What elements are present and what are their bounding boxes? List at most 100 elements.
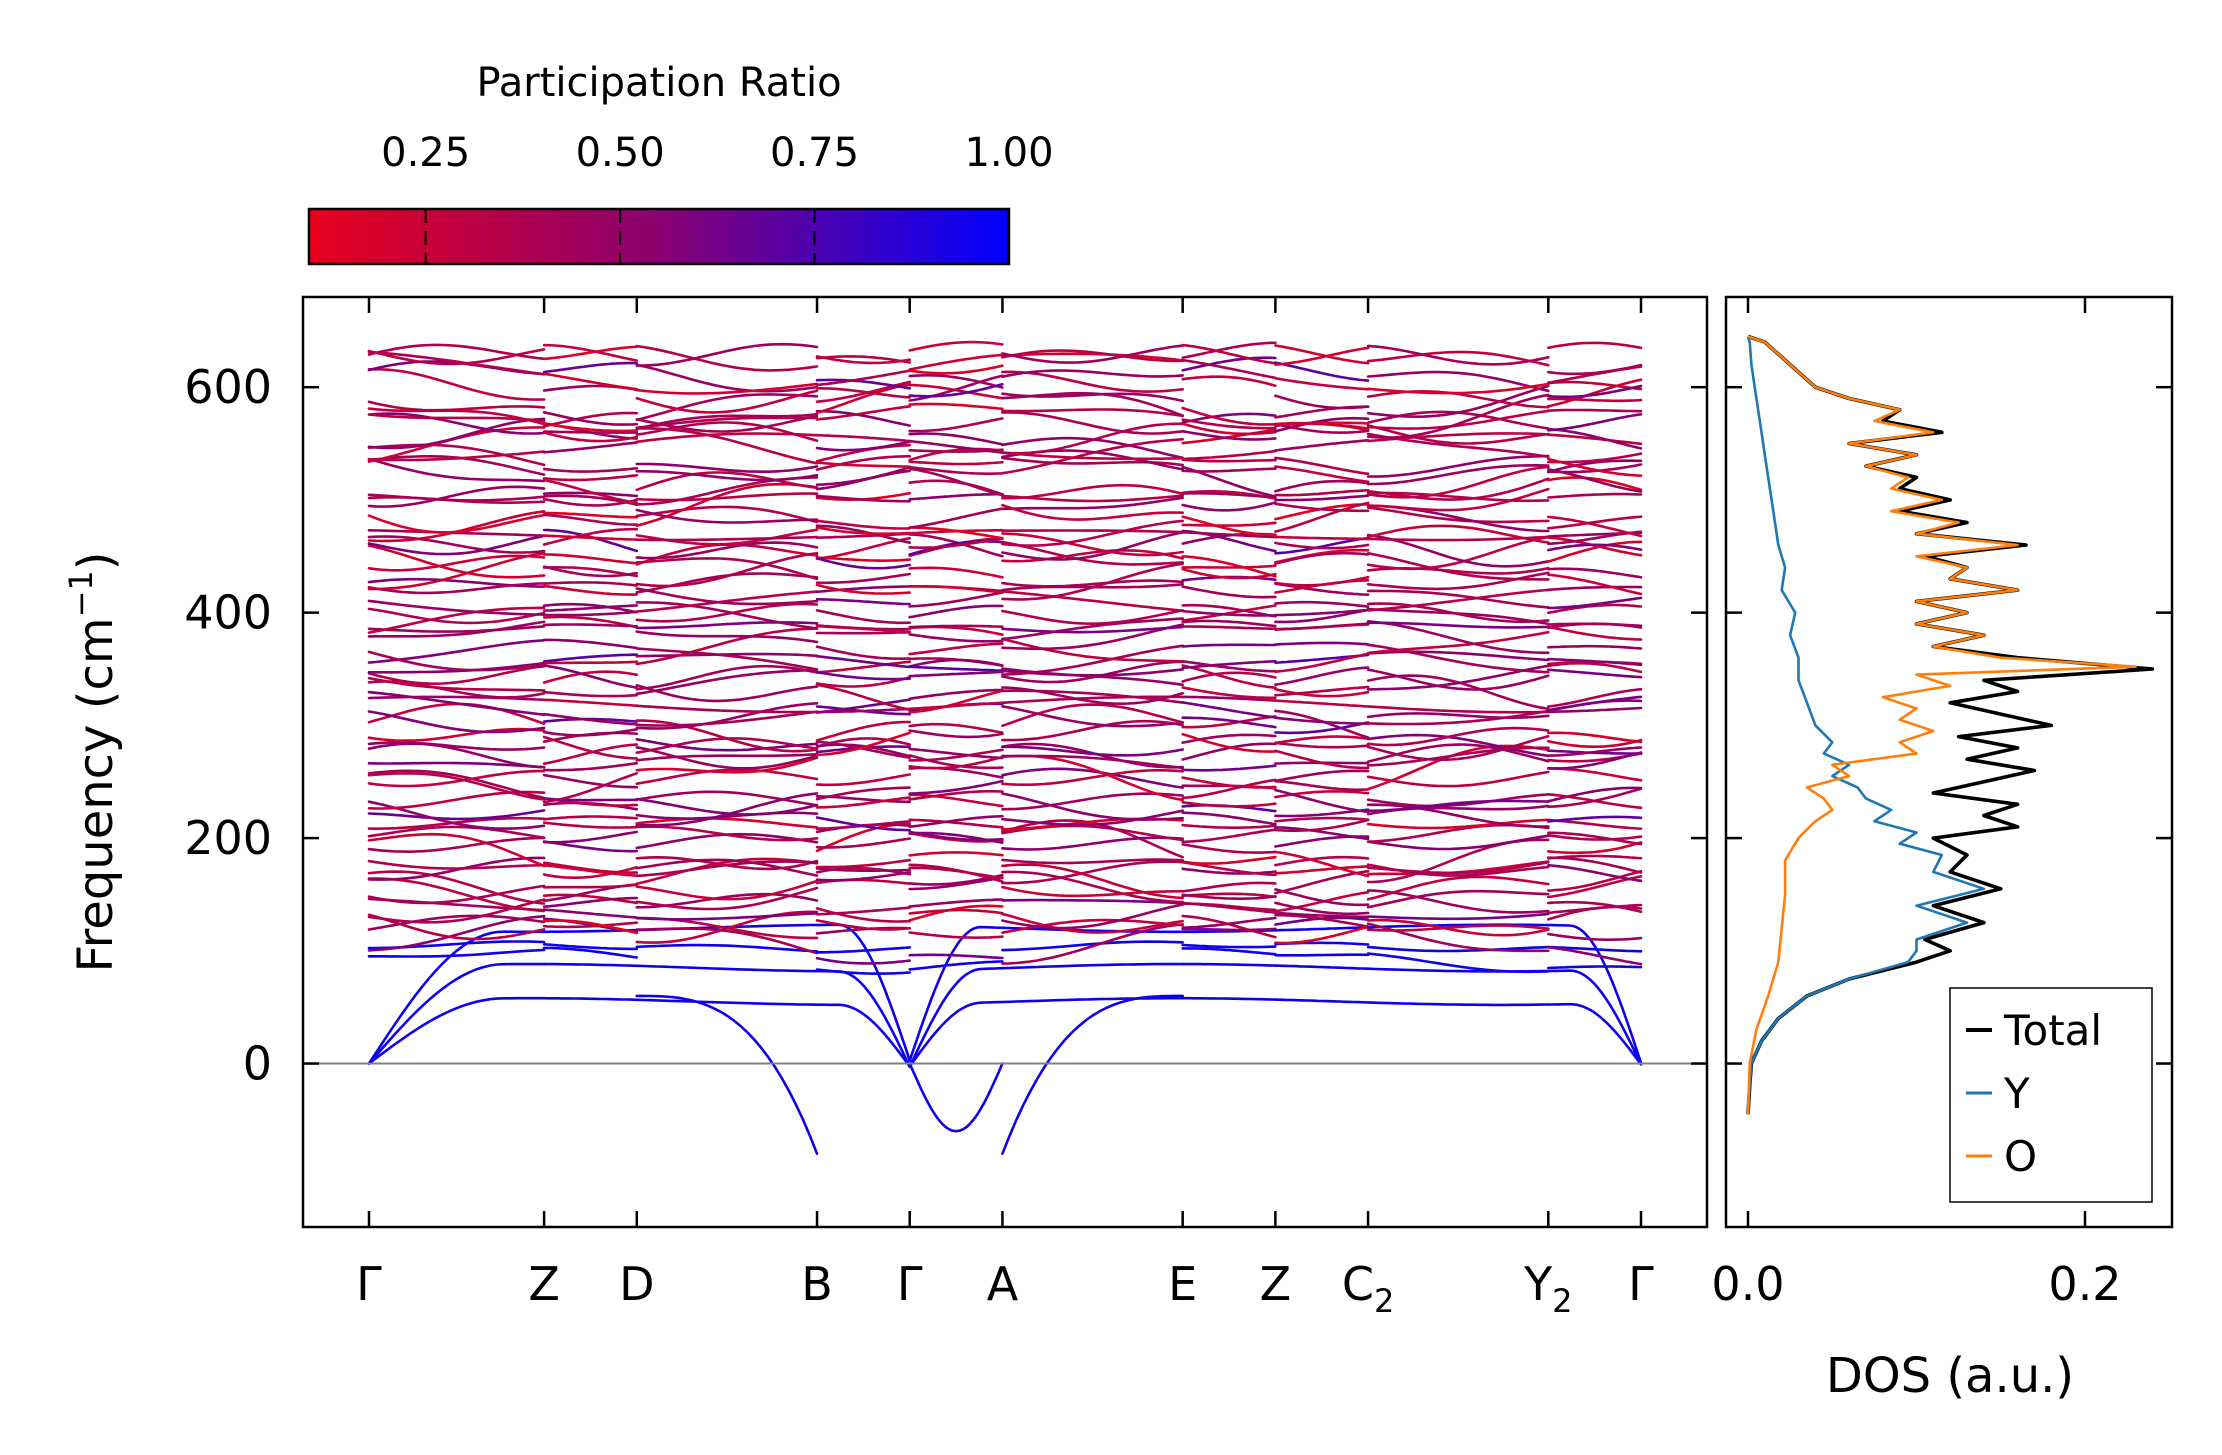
phonon-band [542, 660, 639, 665]
phonon-band [1181, 701, 1277, 719]
phonon-band [542, 411, 639, 428]
phonon-band [1366, 487, 1550, 512]
phonon-band [367, 350, 546, 376]
phonon-band [908, 779, 1004, 795]
k-point-letter: Z [1260, 1257, 1292, 1311]
phonon-band [1181, 716, 1277, 729]
phonon-band [1001, 996, 1184, 1004]
phonon-band [367, 832, 546, 868]
phonon-band [1274, 816, 1370, 823]
phonon-band [1547, 965, 1643, 970]
phonon-band [542, 494, 639, 506]
phonon-band [908, 689, 1004, 714]
phonon-band [635, 912, 819, 921]
phonon-band [367, 665, 546, 686]
phonon-band [908, 439, 1004, 454]
phonon-band [1001, 819, 1184, 859]
phonon-band [908, 766, 1004, 779]
phonon-band [1274, 826, 1370, 841]
phonon-band [1181, 406, 1277, 426]
legend-label: O [2004, 1132, 2037, 1181]
phonon-band [1001, 926, 1184, 934]
phonon-band [367, 741, 546, 751]
phonon-band [1181, 492, 1277, 499]
phonon-band [542, 602, 639, 614]
phonon-band [1366, 535, 1550, 542]
phonon-band [1547, 644, 1643, 650]
phonon-band [635, 855, 819, 871]
phonon-band [815, 387, 911, 399]
phonon-band [815, 536, 911, 560]
phonon-band [1274, 925, 1370, 945]
phonon-band [1274, 361, 1370, 382]
phonon-band [542, 422, 639, 433]
phonon-band [1181, 567, 1277, 580]
phonon-band [908, 904, 1004, 922]
phonon-band [1274, 456, 1370, 476]
phonon-band [815, 519, 911, 530]
phonon-band [815, 946, 911, 954]
phonon-band [367, 607, 546, 625]
phonon-band [1001, 870, 1184, 904]
dos-panel: 0.0 0.2 DOS (a.u.) Total YO [1711, 295, 2174, 1404]
phonon-band [542, 610, 639, 617]
phonon-band [908, 729, 1004, 739]
phonon-band [635, 627, 819, 666]
phonon-band [908, 374, 1004, 402]
phonon-band [1001, 769, 1184, 786]
phonon-band [908, 467, 1004, 497]
phonon-band [1547, 433, 1643, 446]
phonon-band [1274, 489, 1370, 497]
phonon-band [908, 604, 1004, 619]
phonon-band [1274, 608, 1370, 617]
phonon-band [1366, 799, 1550, 813]
phonon-band [815, 923, 911, 1062]
phonon-band [367, 450, 546, 462]
phonon-band [367, 761, 546, 769]
phonon-band [815, 676, 911, 688]
phonon-band [1181, 764, 1277, 772]
phonon-band [908, 818, 1004, 829]
phonon-band [1274, 865, 1370, 875]
phonon-band [815, 707, 911, 714]
phonon-band [1547, 567, 1643, 579]
phonon-band [1274, 575, 1370, 587]
phonon-band [815, 355, 911, 364]
phonon-band [635, 621, 819, 630]
phonon-band [1274, 926, 1370, 932]
phonon-band [1547, 731, 1643, 744]
legend-label: Y [2003, 1069, 2030, 1118]
phonon-band [1001, 940, 1184, 952]
phonon-band [1274, 541, 1370, 550]
phonon-band [1181, 881, 1277, 893]
phonon-band [1001, 540, 1184, 566]
phonon-band [1181, 430, 1277, 441]
phonon-band [1274, 687, 1370, 698]
phonon-band [908, 665, 1004, 672]
phonon-band [367, 914, 546, 952]
phonon-band [367, 348, 546, 366]
phonon-band [542, 698, 639, 707]
k-point-label: D [619, 1257, 654, 1311]
phonon-band [367, 742, 546, 769]
phonon-band [542, 743, 639, 765]
phonon-band [1001, 411, 1184, 435]
phonon-band [1366, 630, 1550, 655]
phonon-band [815, 968, 911, 975]
phonon-band [1001, 898, 1184, 905]
phonon-band [908, 340, 1004, 352]
phonon-band [908, 492, 1004, 501]
phonon-band [542, 840, 639, 853]
phonon-band [367, 413, 546, 423]
phonon-band [367, 676, 546, 692]
phonon-band [815, 773, 911, 787]
phonon-band [1366, 621, 1550, 629]
phonon-band [908, 460, 1004, 466]
phonon-band [1181, 776, 1277, 789]
phonon-band [815, 526, 911, 535]
phonon-band [367, 771, 546, 801]
phonon-band [635, 857, 819, 886]
phonon-band [908, 931, 1004, 939]
phonon-band [542, 664, 639, 689]
phonon-band [815, 837, 911, 849]
